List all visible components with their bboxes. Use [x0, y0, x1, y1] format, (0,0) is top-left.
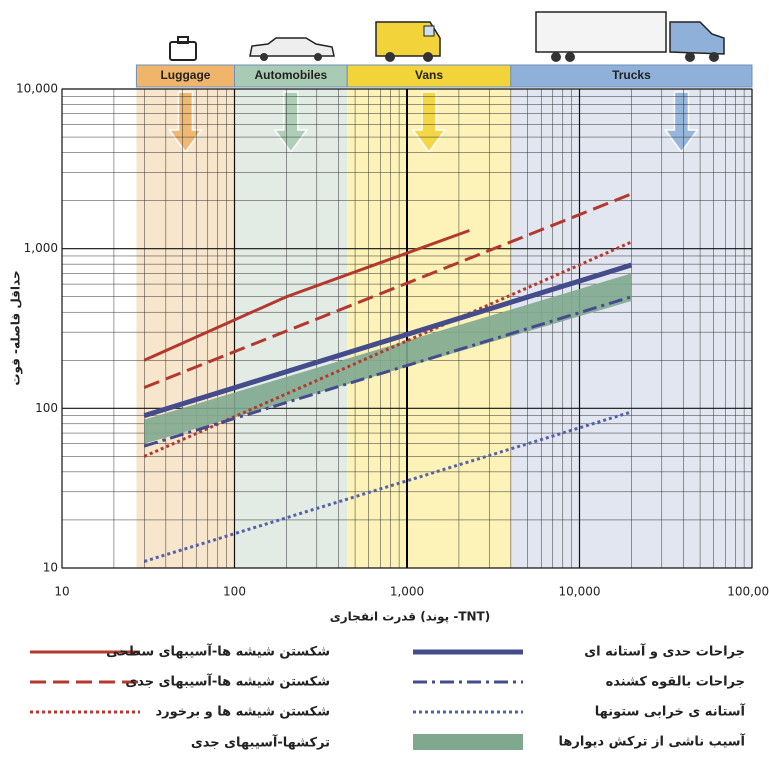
x-tick-label: 100 — [223, 585, 246, 599]
line — [143, 192, 632, 389]
legend-label: آستانه ی خرابی ستونها — [595, 703, 746, 720]
truck-wheel — [551, 52, 561, 62]
truck-wheel — [685, 52, 695, 62]
y-axis-label: حداقل فاصله- فوت — [9, 270, 24, 385]
x-tick-label: 10,000 — [559, 585, 601, 599]
band — [136, 89, 235, 568]
y-tick-label: 10 — [43, 561, 58, 575]
band-label: Trucks — [612, 68, 651, 82]
area — [144, 273, 632, 444]
car-icon — [249, 37, 335, 57]
band — [234, 89, 348, 568]
line — [143, 295, 632, 448]
van-window — [423, 25, 435, 37]
van-wheel — [385, 52, 395, 62]
y-tick-label: 10,000 — [16, 82, 58, 96]
truck-cab — [669, 21, 725, 55]
legend-swatch — [413, 734, 523, 750]
line — [143, 229, 470, 362]
band-label: Luggage — [160, 68, 210, 82]
legend-label: شکستن شیشه ها-آسیبهای سطحی — [106, 643, 330, 660]
truck-trailer — [535, 11, 667, 53]
y-tick-label: 1,000 — [24, 241, 58, 255]
truck-wheel — [709, 52, 719, 62]
x-axis-label: قدرت انفجاری (پوند -TNT) — [330, 610, 490, 625]
line — [143, 262, 633, 419]
legend-label: جراحات حدی و آستانه ای — [584, 643, 745, 660]
luggage-handle — [177, 36, 189, 44]
car-wheel — [314, 53, 322, 61]
truck-wheel — [565, 52, 575, 62]
legend-label: جراحات بالقوه کشنده — [606, 675, 745, 690]
x-tick-label: 10 — [54, 585, 69, 599]
line — [143, 410, 632, 563]
luggage-icon — [169, 41, 197, 61]
x-tick-label: 100,000 — [727, 585, 769, 599]
band-header — [510, 64, 753, 88]
car-wheel — [260, 53, 268, 61]
legend-label: آسیب ناشی از ترکش دیوارها — [559, 733, 746, 750]
legend-label: شکستن شیشه ها و برخورد — [155, 705, 330, 720]
line — [143, 240, 633, 458]
y-tick-label: 100 — [35, 401, 58, 415]
legend-label: شکستن شیشه ها-آسیبهای جدی — [125, 673, 330, 690]
band-label: Automobiles — [255, 68, 328, 82]
van-wheel — [423, 52, 433, 62]
plot-border — [61, 88, 753, 569]
x-tick-label: 1,000 — [390, 585, 424, 599]
legend-label: ترکشها-آسیبهای جدی — [191, 734, 330, 751]
icons — [169, 11, 725, 62]
band-label: Vans — [415, 68, 443, 82]
